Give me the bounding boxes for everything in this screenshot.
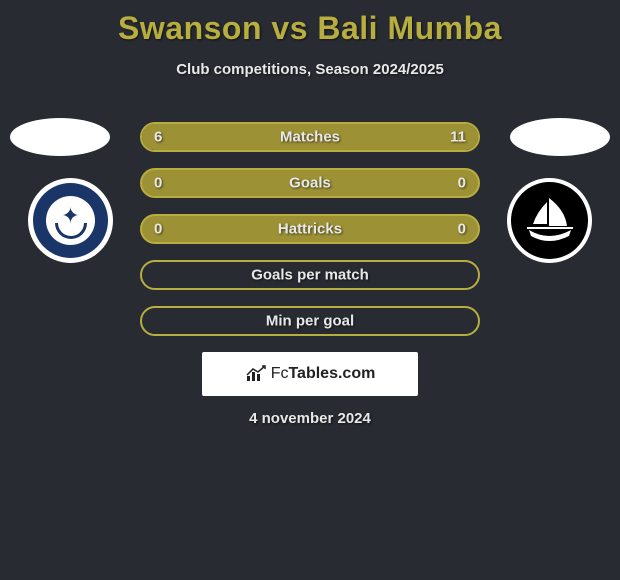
stat-label: Min per goal (142, 313, 478, 330)
stat-row: Goals per match (140, 260, 480, 290)
stat-value-right: 0 (458, 175, 466, 192)
date-text: 4 november 2024 (0, 410, 620, 427)
stat-label: Hattricks (142, 221, 478, 238)
crescent-icon (55, 223, 87, 239)
fctables-logo: FcTables.com (202, 352, 418, 396)
stat-value-right: 11 (450, 129, 466, 146)
stat-value-left: 0 (154, 221, 162, 238)
subtitle: Club competitions, Season 2024/2025 (0, 61, 620, 78)
player-right-avatar (510, 118, 610, 156)
stats-container: Matches611Goals00Hattricks00Goals per ma… (140, 122, 480, 352)
club-crest-right (507, 178, 592, 263)
stat-label: Matches (142, 129, 478, 146)
player-left-avatar (10, 118, 110, 156)
stat-row: Min per goal (140, 306, 480, 336)
stat-row: Goals0 0 (140, 168, 480, 198)
stat-value-left: 0 (154, 175, 162, 192)
stat-label: Goals per match (142, 267, 478, 284)
stat-row: Hattricks0 0 (140, 214, 480, 244)
stat-row: Matches6 11 (140, 122, 480, 152)
club-crest-left: ✦ (28, 178, 113, 263)
chart-icon (245, 365, 267, 383)
logo-text: FcTables.com (271, 365, 376, 383)
page-title: Swanson vs Bali Mumba (0, 0, 620, 47)
sailboat-icon (519, 190, 580, 251)
stat-label: Goals (142, 175, 478, 192)
stat-value-left: 6 (154, 129, 162, 146)
stat-value-right: 0 (458, 221, 466, 238)
